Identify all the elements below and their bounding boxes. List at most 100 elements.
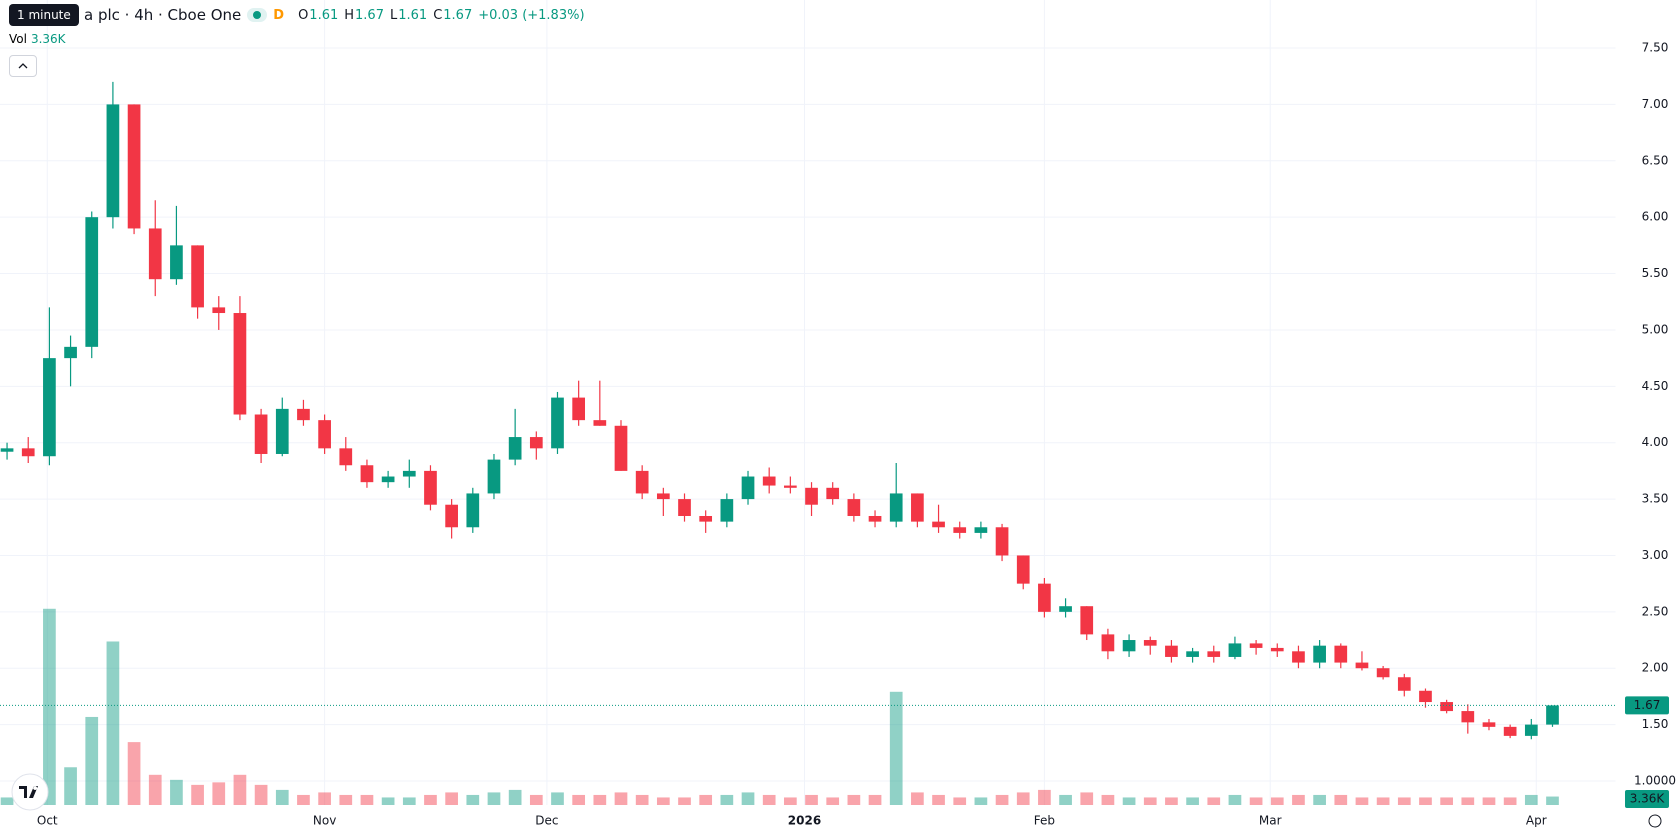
volume-bar — [1461, 797, 1475, 805]
volume-bar — [424, 794, 437, 805]
volume-bar — [741, 792, 755, 805]
volume-bar — [402, 797, 416, 805]
candle-body — [1482, 722, 1496, 727]
volume-bar — [1419, 797, 1432, 805]
volume-bar — [254, 784, 268, 805]
candle-body — [85, 217, 99, 347]
l-label: L — [389, 7, 398, 23]
x-tick-label: Mar — [1259, 814, 1282, 828]
last-price-badge — [1625, 696, 1669, 715]
candle-body — [1546, 705, 1559, 725]
volume-bar — [699, 794, 713, 805]
y-tick-label: 4.50 — [1642, 379, 1669, 393]
collapse-button[interactable] — [9, 55, 37, 77]
candle-body — [1419, 690, 1432, 703]
candle-body — [275, 408, 289, 454]
candle-body — [784, 485, 797, 488]
candle-body — [487, 459, 501, 494]
candle-body — [1080, 606, 1094, 635]
vol-label: Vol — [9, 32, 27, 46]
y-tick-label: 2.50 — [1642, 604, 1669, 618]
change: +0.03 (+1.83%) — [478, 7, 585, 23]
candle-body — [741, 476, 755, 500]
volume-bar — [127, 742, 141, 805]
volume-bar — [551, 792, 564, 805]
candle-body — [1165, 645, 1178, 657]
o-label: O — [298, 7, 309, 23]
volume-bar — [635, 794, 649, 805]
candle-body — [1122, 640, 1136, 652]
candle-body — [1059, 606, 1072, 612]
volume-bar — [1080, 792, 1094, 805]
volume-bar — [1059, 794, 1072, 805]
candle-body — [1503, 726, 1517, 736]
candle-body — [106, 104, 120, 218]
candle-body — [1016, 555, 1030, 584]
logo-mark — [19, 786, 38, 798]
candle-body — [1249, 643, 1263, 648]
volume-bar — [656, 797, 670, 805]
candle-body — [0, 448, 14, 452]
source-badge: D — [273, 7, 285, 23]
candle-body — [593, 420, 607, 426]
symbol[interactable]: a plc · 4h · Cboe One — [84, 6, 242, 24]
last-volume-badge — [1625, 790, 1669, 808]
volume-bar — [932, 794, 945, 805]
candle-body — [1524, 724, 1538, 736]
last-price-label: 1.67 — [1634, 698, 1661, 712]
volume-bar — [1313, 794, 1326, 805]
volume-bar — [466, 794, 480, 805]
volume-bar — [233, 774, 247, 805]
y-tick-label: 7.50 — [1642, 41, 1669, 55]
volume-bar — [275, 789, 289, 805]
candle-body — [911, 493, 924, 522]
volume-bar — [1482, 797, 1496, 805]
volume-bar — [64, 767, 77, 805]
candle-body — [974, 527, 988, 533]
y-tick-label: 1.0000 — [1634, 773, 1676, 787]
volume-bar — [1292, 794, 1305, 805]
volume-bar — [953, 797, 967, 805]
l-value: 1.61 — [398, 7, 428, 23]
y-tick-label: 3.50 — [1642, 492, 1669, 506]
candle-body — [932, 521, 945, 528]
candle-body — [21, 448, 35, 457]
volume-bar — [847, 794, 861, 805]
volume-bar — [148, 774, 162, 805]
candle-body — [1461, 711, 1475, 723]
volume-bar — [318, 792, 331, 805]
volume-bar — [508, 789, 522, 805]
logo — [11, 773, 49, 811]
volume-bar — [191, 784, 204, 805]
volume-bar — [1228, 794, 1242, 805]
candle-body — [339, 448, 353, 466]
volume-bar — [1270, 797, 1284, 805]
candle-body — [170, 245, 183, 280]
candle-body — [360, 465, 374, 483]
volume-legend: Vol 3.36K — [9, 32, 66, 46]
y-tick-label: 6.50 — [1642, 153, 1669, 167]
x-tick-label: Dec — [535, 814, 558, 828]
volume-bar — [297, 794, 310, 805]
x-tick-label: Apr — [1526, 814, 1547, 828]
volume-bar — [1122, 797, 1136, 805]
settings-icon[interactable] — [1648, 814, 1662, 828]
volume-bar — [974, 797, 988, 805]
volume-bar — [572, 794, 586, 805]
candle-body — [1143, 640, 1157, 646]
volume-bar — [678, 797, 691, 805]
candle-body — [529, 437, 543, 449]
candle-body — [424, 470, 437, 505]
candle-body — [805, 487, 818, 505]
volume-bar — [1503, 797, 1517, 805]
volume-bar — [1249, 797, 1263, 805]
x-tick-label: Feb — [1034, 814, 1055, 828]
x-tick-label: Nov — [313, 814, 336, 828]
candle-body — [148, 228, 162, 280]
candle-body — [826, 487, 840, 500]
h-label: H — [344, 7, 355, 23]
candle-body — [889, 493, 903, 522]
c-value: 1.67 — [443, 7, 473, 23]
volume-bar — [1524, 794, 1538, 805]
